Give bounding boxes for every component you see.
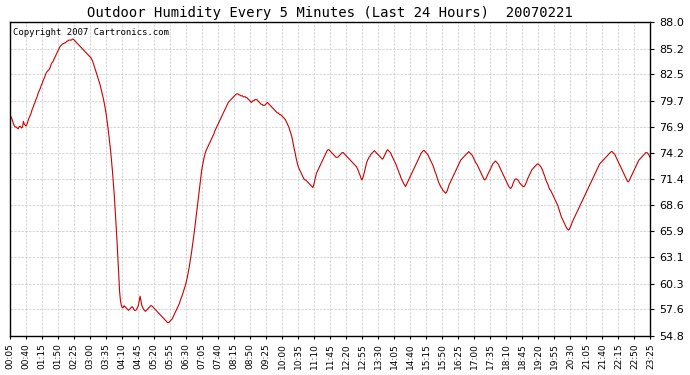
Text: Copyright 2007 Cartronics.com: Copyright 2007 Cartronics.com xyxy=(13,28,169,38)
Title: Outdoor Humidity Every 5 Minutes (Last 24 Hours)  20070221: Outdoor Humidity Every 5 Minutes (Last 2… xyxy=(88,6,573,20)
